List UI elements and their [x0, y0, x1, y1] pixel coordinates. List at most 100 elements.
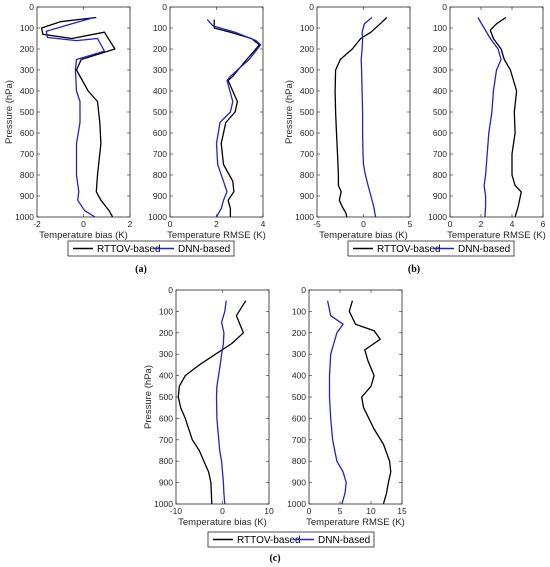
y-tick-label: 1000 [154, 499, 173, 509]
axes-frame [36, 6, 131, 218]
y-tick-label: 400 [20, 86, 34, 96]
y-tick-label: 600 [433, 128, 447, 138]
y-tick-label: 200 [153, 44, 167, 54]
y-tick-label: 800 [153, 170, 167, 180]
series-line-dnn [360, 17, 377, 217]
x-tick-label: 4 [510, 219, 515, 229]
y-tick-label: 0 [162, 2, 167, 12]
y-tick-label: 700 [159, 435, 173, 445]
y-tick-label: 700 [300, 149, 314, 159]
y-tick-label: 400 [159, 371, 173, 381]
y-tick-label: 300 [292, 349, 306, 359]
panel-label-b: (b) [408, 264, 420, 275]
x-axis-title: Temperature RMSE (K) [306, 517, 405, 528]
y-tick-label: 0 [29, 2, 34, 12]
y-tick-label: 200 [433, 44, 447, 54]
y-tick-label: 1000 [428, 212, 447, 222]
plot-area [450, 7, 543, 217]
plot-area [37, 7, 130, 217]
series-line-rttov [177, 300, 247, 504]
y-tick-label: 300 [300, 65, 314, 75]
series-line-dnn [45, 16, 106, 217]
x-tick-label: 0 [307, 506, 312, 516]
axes-frame [175, 289, 270, 505]
legend-label-rttov: RTTOV-based [97, 244, 161, 255]
x-tick-label: 4 [261, 219, 266, 229]
x-tick-label: 5 [408, 219, 413, 229]
y-tick-label: 400 [153, 86, 167, 96]
x-tick-label: 0 [168, 219, 173, 229]
y-tick-label: 200 [292, 328, 306, 338]
y-tick-label: 900 [153, 191, 167, 201]
series-line-rttov [489, 16, 522, 217]
y-tick-label: 300 [159, 349, 173, 359]
series-line-rttov [40, 16, 116, 217]
y-tick-label: 800 [300, 170, 314, 180]
y-tick-label: 500 [153, 107, 167, 117]
x-axis-title: Temperature bias (K) [319, 230, 408, 241]
x-tick-label: 0 [448, 219, 453, 229]
y-tick-label: 400 [292, 371, 306, 381]
x-axis-title: Temperature RMSE (K) [167, 230, 266, 241]
x-tick-label: 2 [479, 219, 484, 229]
y-tick-label: 900 [20, 191, 34, 201]
series-line-dnn [477, 17, 502, 217]
axes-frame [169, 6, 264, 218]
y-tick-label: 400 [300, 86, 314, 96]
y-tick-label: 0 [309, 2, 314, 12]
chart-panel: 0 100 200 300 400 500 600 700 800 900 1000-10 0 10Te… [143, 285, 274, 528]
y-tick-label: 300 [153, 65, 167, 75]
x-tick-label: 10 [366, 506, 376, 516]
y-tick-label: 700 [153, 149, 167, 159]
y-tick-label: 500 [433, 107, 447, 117]
x-tick-label: 2 [214, 219, 219, 229]
legend-label-dnn: DNN-based [318, 535, 370, 546]
y-tick-label: 800 [433, 170, 447, 180]
x-tick-label: -10 [170, 506, 183, 516]
x-tick-label: 15 [397, 506, 407, 516]
x-tick-label: 10 [264, 506, 274, 516]
y-tick-label: 300 [20, 65, 34, 75]
y-tick-label: 100 [159, 306, 173, 316]
y-tick-label: 1000 [148, 212, 167, 222]
x-axis-title: Temperature bias (K) [178, 517, 267, 528]
y-axis-title: Pressure (hPa) [4, 80, 15, 144]
y-axis-title: Pressure (hPa) [143, 365, 154, 429]
y-tick-label: 800 [20, 170, 34, 180]
y-tick-label: 0 [301, 285, 306, 295]
legend-label-dnn: DNN-based [178, 244, 230, 255]
y-tick-label: 600 [300, 128, 314, 138]
chart-panel: 0 100 200 300 400 500 600 700 800 900 1000-5 0 5Temp… [284, 2, 413, 241]
y-tick-label: 200 [20, 44, 34, 54]
y-tick-label: 1000 [295, 212, 314, 222]
x-tick-label: 0 [361, 219, 366, 229]
y-tick-label: 700 [20, 149, 34, 159]
x-tick-label: 2 [128, 219, 133, 229]
legend-b: RTTOV-based DNN-based [347, 240, 515, 257]
legend-label-dnn: DNN-based [458, 244, 510, 255]
x-tick-label: -2 [33, 219, 41, 229]
y-tick-label: 200 [159, 328, 173, 338]
chart-panel: 0 100 200 300 400 500 600 700 800 900 1000-2 0 2Temp… [4, 2, 133, 241]
x-axis-title: Temperature bias (K) [39, 230, 128, 241]
y-tick-label: 500 [300, 107, 314, 117]
y-tick-label: 0 [168, 285, 173, 295]
y-tick-label: 900 [300, 191, 314, 201]
axes-frame [308, 289, 403, 505]
panel-label-a: (a) [135, 264, 147, 275]
y-tick-label: 700 [292, 435, 306, 445]
x-tick-label: 6 [541, 219, 546, 229]
y-tick-label: 800 [292, 456, 306, 466]
y-axis-title: Pressure (hPa) [284, 80, 295, 144]
y-tick-label: 900 [292, 478, 306, 488]
y-tick-label: 100 [433, 23, 447, 33]
series-line-rttov [348, 300, 392, 504]
y-tick-label: 900 [433, 191, 447, 201]
y-tick-label: 100 [20, 23, 34, 33]
plot-area [309, 290, 402, 504]
y-tick-label: 0 [442, 2, 447, 12]
legend-a: RTTOV-based DNN-based [67, 240, 235, 257]
